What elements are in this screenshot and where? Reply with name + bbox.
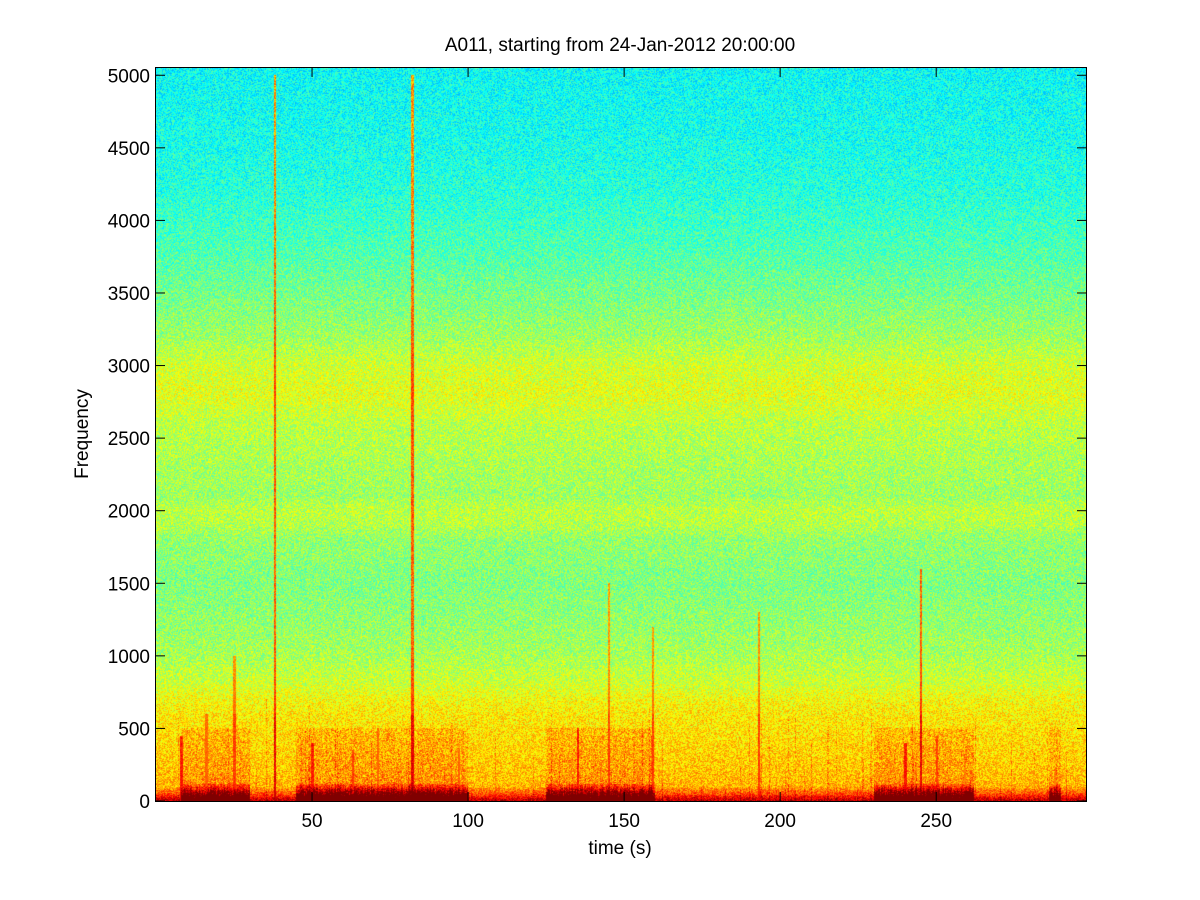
x-tick-label: 100 bbox=[452, 811, 484, 832]
chart-title: A011, starting from 24-Jan-2012 20:00:00 bbox=[445, 35, 795, 56]
y-tick-label: 4000 bbox=[108, 211, 150, 232]
x-axis-label: time (s) bbox=[588, 838, 651, 859]
y-tick-label: 3500 bbox=[108, 284, 150, 305]
y-tick-label: 500 bbox=[118, 719, 150, 740]
y-tick-label: 0 bbox=[139, 792, 150, 813]
y-tick-label: 3000 bbox=[108, 357, 150, 378]
y-tick-label: 5000 bbox=[108, 66, 150, 87]
y-tick-label: 1000 bbox=[108, 647, 150, 668]
y-tick-label: 2000 bbox=[108, 502, 150, 523]
axis-tick-labels: 50 100 150 200 25005001000150020002500300035… bbox=[108, 66, 952, 832]
spectrogram-heatmap bbox=[156, 68, 1086, 801]
plot-frame bbox=[155, 67, 1087, 802]
y-tick-label: 2500 bbox=[108, 429, 150, 450]
y-tick-label: 1500 bbox=[108, 574, 150, 595]
y-axis-label: Frequency bbox=[72, 389, 93, 479]
y-tick-label: 4500 bbox=[108, 139, 150, 160]
x-tick-label: 200 bbox=[764, 811, 796, 832]
x-tick-label: 50 bbox=[301, 811, 322, 832]
spectrogram-plot-area bbox=[156, 68, 1086, 801]
x-tick-label: 150 bbox=[608, 811, 640, 832]
x-tick-label: 250 bbox=[920, 811, 952, 832]
